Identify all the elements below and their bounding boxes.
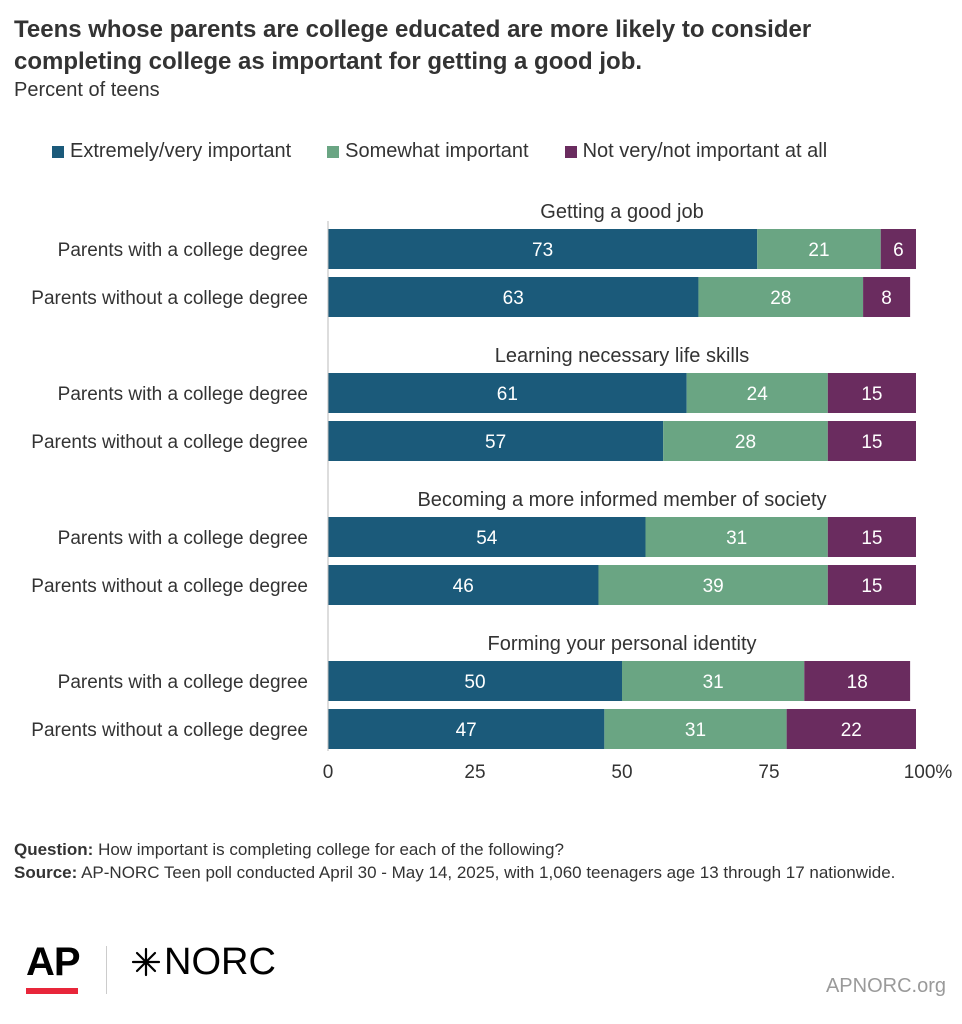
data-label: 15 [861, 576, 882, 597]
legend: Extremely/very important Somewhat import… [52, 140, 827, 163]
legend-swatch [564, 145, 577, 158]
chart-notes: Question: How important is completing co… [14, 838, 934, 884]
legend-swatch [327, 145, 340, 158]
data-label: 18 [847, 672, 868, 693]
bar-segment-not-very [827, 421, 916, 461]
bar-segment-somewhat [686, 373, 828, 413]
legend-label: Somewhat important [345, 140, 529, 162]
norc-star-icon [131, 947, 161, 977]
bar-segment-not-very [804, 661, 911, 701]
bar-segment-not-very [863, 277, 911, 317]
row-label: Parents with a college degree [58, 384, 308, 405]
data-label: 15 [861, 432, 882, 453]
legend-label: Extremely/very important [70, 140, 292, 162]
source-note: Source: AP-NORC Teen poll conducted Apri… [14, 861, 934, 884]
data-label: 24 [747, 384, 769, 405]
bar-segment-somewhat [622, 661, 805, 701]
question-label: Question: [14, 840, 94, 859]
source-label: Source: [14, 863, 78, 882]
data-label: 31 [703, 672, 724, 693]
row-label: Parents with a college degree [58, 672, 308, 693]
legend-item-not-very: Not very/not important at all [564, 140, 828, 163]
x-tick-label: 100% [904, 762, 953, 783]
row-label: Parents without a college degree [31, 576, 308, 597]
bar-segment-not-very [786, 709, 916, 749]
bar-segment-not-very [827, 373, 916, 413]
source-text: AP-NORC Teen poll conducted April 30 - M… [77, 863, 896, 882]
x-tick-label: 0 [323, 762, 334, 783]
data-label: 28 [770, 288, 791, 309]
data-label: 63 [503, 288, 524, 309]
question-note: Question: How important is completing co… [14, 838, 934, 861]
bar-segment-extremely-very [328, 229, 758, 269]
data-label: 22 [841, 720, 862, 741]
bar-segment-somewhat [598, 565, 828, 605]
ap-logo-underline [26, 988, 78, 994]
norc-logo: NORC [130, 940, 276, 984]
data-label: 54 [476, 528, 498, 549]
bar-segment-not-very [827, 517, 916, 557]
data-label: 6 [893, 240, 904, 261]
bar-segment-extremely-very [328, 709, 605, 749]
bar-segment-somewhat [757, 229, 881, 269]
legend-item-extremely-very: Extremely/very important [52, 140, 291, 163]
bar-segment-somewhat [645, 517, 828, 557]
x-tick-label: 75 [758, 762, 779, 783]
bar-segment-extremely-very [328, 517, 646, 557]
logo-divider [106, 946, 107, 994]
data-label: 61 [497, 384, 518, 405]
data-label: 15 [861, 384, 882, 405]
data-label: 21 [808, 240, 829, 261]
bar-segment-not-very [880, 229, 916, 269]
x-tick-label: 50 [611, 762, 632, 783]
row-label: Parents with a college degree [58, 528, 308, 549]
chart-title: Teens whose parents are college educated… [14, 16, 812, 75]
data-label: 50 [464, 672, 485, 693]
ap-logo: AP [26, 940, 81, 984]
stacked-bar-chart: Getting a good job Parents with a college… [31, 201, 953, 783]
legend-swatch [52, 145, 64, 158]
bar-segment-extremely-very [328, 661, 622, 701]
row-label: Parents with a college degree [58, 240, 308, 261]
bar-segment-extremely-very [328, 277, 699, 317]
group-title: Learning necessary life skills [495, 345, 750, 367]
legend-item-somewhat: Somewhat important [327, 140, 529, 163]
bar-segment-extremely-very [328, 565, 599, 605]
bar-segment-somewhat [663, 421, 828, 461]
group-title: Forming your personal identity [487, 633, 756, 655]
site-url: APNORC.org [825, 975, 946, 997]
data-label: 73 [532, 240, 553, 261]
row-label: Parents without a college degree [31, 288, 308, 309]
row-label: Parents without a college degree [31, 432, 308, 453]
bar-segment-extremely-very [328, 373, 687, 413]
data-label: 39 [703, 576, 724, 597]
data-label: 31 [726, 528, 747, 549]
group-title: Becoming a more informed member of socie… [417, 489, 826, 511]
norc-logo-text: NORC [164, 941, 276, 983]
bar-segment-extremely-very [328, 421, 664, 461]
bar-segment-somewhat [604, 709, 787, 749]
data-label: 57 [485, 432, 506, 453]
question-text: How important is completing college for … [93, 840, 564, 859]
data-label: 47 [456, 720, 477, 741]
data-label: 46 [453, 576, 474, 597]
data-label: 28 [735, 432, 756, 453]
group-title: Getting a good job [540, 201, 703, 223]
row-label: Parents without a college degree [31, 720, 308, 741]
bar-segment-not-very [827, 565, 916, 605]
data-label: 31 [685, 720, 706, 741]
chart-subtitle: Percent of teens [14, 79, 160, 101]
data-label: 8 [881, 288, 892, 309]
bar-segment-somewhat [698, 277, 864, 317]
x-tick-label: 25 [464, 762, 485, 783]
legend-label: Not very/not important at all [582, 140, 828, 162]
data-label: 15 [861, 528, 882, 549]
